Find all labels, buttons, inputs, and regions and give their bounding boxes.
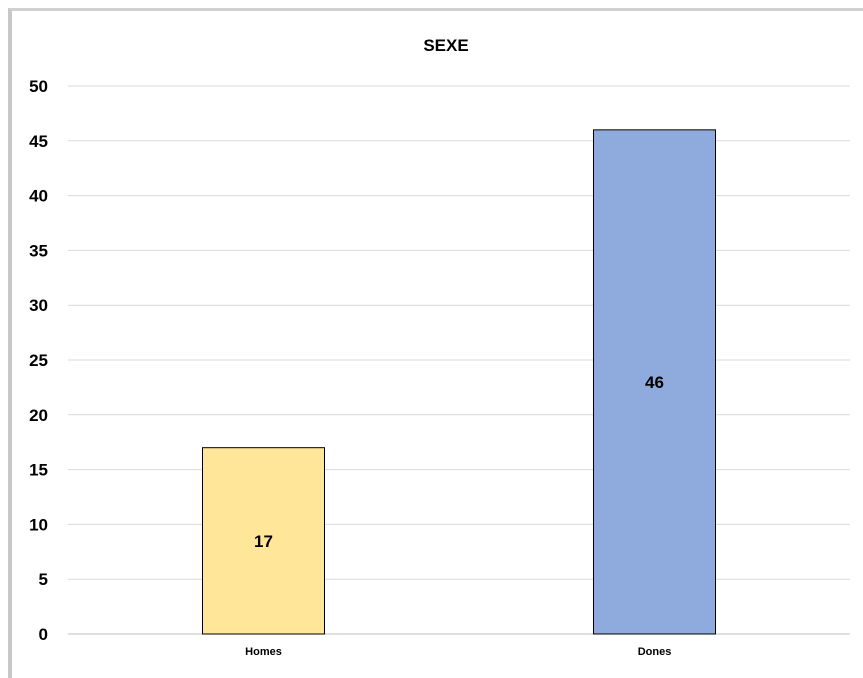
category-label-homes: Homes [245, 646, 282, 658]
y-tick-label: 35 [29, 241, 48, 260]
y-tick-label: 5 [39, 570, 48, 589]
category-labels: Homes Dones [245, 646, 671, 658]
y-tick-label: 0 [39, 625, 48, 644]
category-label-dones: Dones [638, 646, 672, 658]
chart-frame [8, 8, 863, 678]
bars [202, 129, 716, 635]
y-tick-label: 30 [29, 296, 48, 315]
y-tick-label: 25 [29, 351, 48, 370]
y-tick-label: 20 [29, 406, 48, 425]
gridlines [68, 85, 850, 635]
y-tick-label: 40 [29, 187, 48, 206]
y-tick-label: 15 [29, 461, 48, 480]
y-tick-label: 45 [29, 132, 48, 151]
bar-dones [593, 129, 716, 635]
y-axis-ticks: 0 5 10 15 20 25 30 35 40 45 50 [29, 77, 48, 644]
y-tick-label: 50 [29, 77, 48, 96]
data-label-dones: 46 [645, 373, 664, 392]
y-tick-label: 10 [29, 515, 48, 534]
data-label-homes: 17 [254, 532, 273, 551]
bar-homes [202, 447, 325, 635]
chart-title: SEXE [423, 36, 468, 55]
